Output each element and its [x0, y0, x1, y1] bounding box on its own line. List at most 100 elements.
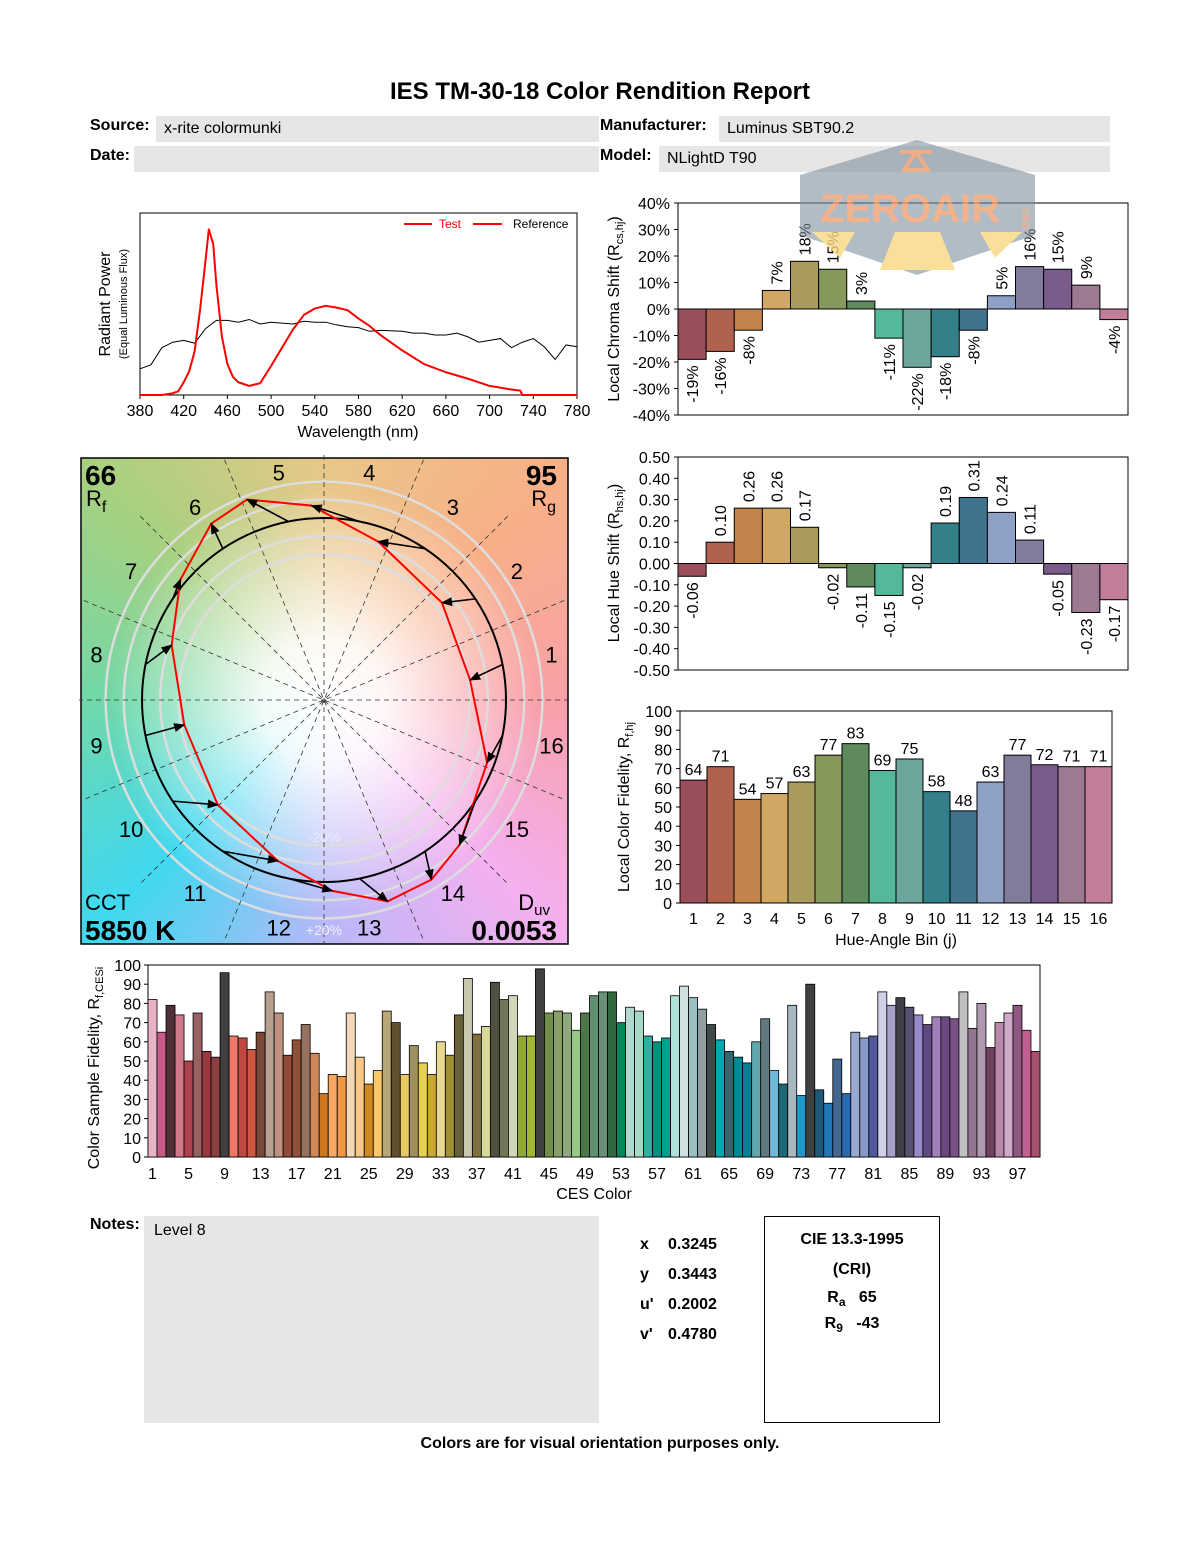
- y-tick-label: 50: [654, 800, 672, 817]
- reference-spectrum-line: [139, 318, 578, 370]
- bar-bin-15: [1071, 563, 1101, 613]
- ces-bar-96: [1003, 1012, 1014, 1158]
- legend-test-label: Test: [439, 217, 462, 231]
- y-tick-label: -0.30: [634, 620, 671, 637]
- ces-bar-31: [417, 1062, 428, 1158]
- x-tick-label: 5: [797, 911, 806, 928]
- bar-value-label: 63: [793, 764, 811, 781]
- notes-field: Level 8: [144, 1216, 599, 1423]
- y-tick-label: 60: [123, 1035, 141, 1052]
- rg-value: 95: [526, 460, 557, 491]
- bar-value-label: 64: [685, 762, 703, 779]
- ces-bar-56: [643, 1035, 653, 1158]
- spd-x-tick-label: 380: [127, 403, 154, 420]
- bin-number-label: 2: [511, 559, 523, 584]
- bar-bin-11: [949, 810, 978, 904]
- bar-bin-6: [818, 563, 848, 569]
- spd-x-tick-label: 740: [520, 403, 547, 420]
- legend-reference-label: Reference: [513, 217, 569, 231]
- bar-bin-8: [874, 308, 904, 339]
- y-tick-label: 0.10: [639, 535, 670, 552]
- ces-bar-92: [967, 1027, 978, 1158]
- y-tick-label: 100: [645, 704, 672, 721]
- ces-bar-65: [724, 1051, 735, 1158]
- ces-bar-67: [742, 1062, 753, 1158]
- ces-bar-62: [697, 1008, 708, 1158]
- ces-x-tick-label: 37: [468, 1166, 486, 1183]
- bar-value-label: -0.05: [1051, 580, 1068, 617]
- ces-bar-28: [390, 1022, 401, 1158]
- bar-value-label: 15%: [1051, 231, 1068, 263]
- ces-x-tick-label: 89: [936, 1166, 954, 1183]
- bar-value-label: 71: [712, 749, 730, 766]
- bar-bin-12: [976, 781, 1005, 904]
- ces-bar-30: [408, 1045, 419, 1158]
- bar-bin-13: [1015, 266, 1045, 310]
- ces-bar-42: [517, 1035, 527, 1158]
- ces-bar-45: [544, 1012, 554, 1158]
- ces-bar-85: [904, 1006, 915, 1158]
- bar-bin-10: [930, 522, 960, 565]
- ces-fidelity-chart: 0 10 20 30 40 50 60 70 80 90 100 1 5 9 13 17 21 25 29 33 37 4…: [86, 958, 1041, 1203]
- bar-bin-3: [733, 308, 763, 331]
- ces-bar-16: [282, 1054, 293, 1158]
- bar-value-label: -0.06: [685, 582, 702, 619]
- x-tick-label: 14: [1036, 911, 1054, 928]
- ces-bar-32: [426, 1074, 437, 1158]
- report-title: IES TM-30-18 Color Rendition Report: [389, 78, 811, 105]
- bar-value-label: -19%: [685, 365, 702, 402]
- bin-number-label: 7: [125, 559, 137, 584]
- bar-value-label: 69: [874, 753, 892, 770]
- spd-x-tick-label: 420: [170, 403, 197, 420]
- y-tick-label: 90: [654, 723, 672, 740]
- bar-bin-2: [706, 766, 735, 904]
- ces-bar-40: [498, 999, 509, 1158]
- manufacturer-field: Luminus SBT90.2: [719, 116, 1110, 142]
- bar-value-label: -22%: [910, 373, 927, 410]
- y-tick-label: -10%: [633, 329, 670, 346]
- ces-x-tick-label: 57: [648, 1166, 666, 1183]
- v-prime-value: 0.4780: [668, 1326, 717, 1343]
- y-tick-label: -40%: [633, 408, 670, 425]
- bar-value-label: -4%: [1107, 326, 1124, 354]
- hue-shift-arrow: [171, 578, 182, 600]
- ces-bar-26: [372, 1070, 383, 1158]
- spd-x-tick-label: 700: [476, 403, 503, 420]
- hue-shift-arrow: [145, 723, 186, 737]
- ces-bar-89: [940, 1016, 951, 1158]
- y-tick-label: -30%: [633, 382, 670, 399]
- bar-bin-12: [986, 295, 1016, 310]
- watermark-text: ZEROAIR: [820, 187, 1000, 231]
- y-tick-label: 10: [123, 1131, 141, 1148]
- ces-x-tick-label: 1: [148, 1166, 157, 1183]
- x-tick-label: 8: [878, 911, 887, 928]
- r9-label: R: [824, 1315, 837, 1333]
- y-tick-label: 30%: [638, 223, 670, 240]
- y-tick-label: 10: [654, 877, 672, 894]
- hue-shift-arrow: [210, 522, 224, 550]
- x-tick-label: 16: [1090, 911, 1108, 928]
- ces-bar-34: [444, 1054, 455, 1158]
- cri-subtitle: (CRI): [832, 1261, 872, 1278]
- bar-bin-11: [958, 308, 988, 331]
- cri-ra: Ra 65: [765, 1289, 939, 1309]
- bar-value-label: -11%: [882, 344, 899, 380]
- ces-bar-41: [508, 995, 518, 1158]
- bin-number-label: 14: [441, 881, 465, 906]
- x-tick-label: 3: [743, 911, 752, 928]
- bar-bin-16: [1099, 563, 1129, 601]
- spd-x-tick-label: 580: [345, 403, 372, 420]
- x-tick-label: 9: [905, 911, 914, 928]
- bar-value-label: 0.17: [798, 490, 815, 521]
- bin-number-label: 13: [357, 916, 381, 941]
- bar-bin-13: [1015, 539, 1045, 565]
- bar-value-label: 77: [1009, 737, 1027, 754]
- y-tick-label: 80: [123, 996, 141, 1013]
- ces-bar-90: [949, 1018, 960, 1158]
- zeroair-watermark-logo: ZEROAIR ORG: [800, 140, 1035, 275]
- bar-value-label: 0.10: [713, 505, 730, 536]
- y-tick-label: 30: [123, 1092, 141, 1109]
- bar-bin-2: [705, 541, 735, 565]
- ces-bar-5: [183, 1060, 194, 1158]
